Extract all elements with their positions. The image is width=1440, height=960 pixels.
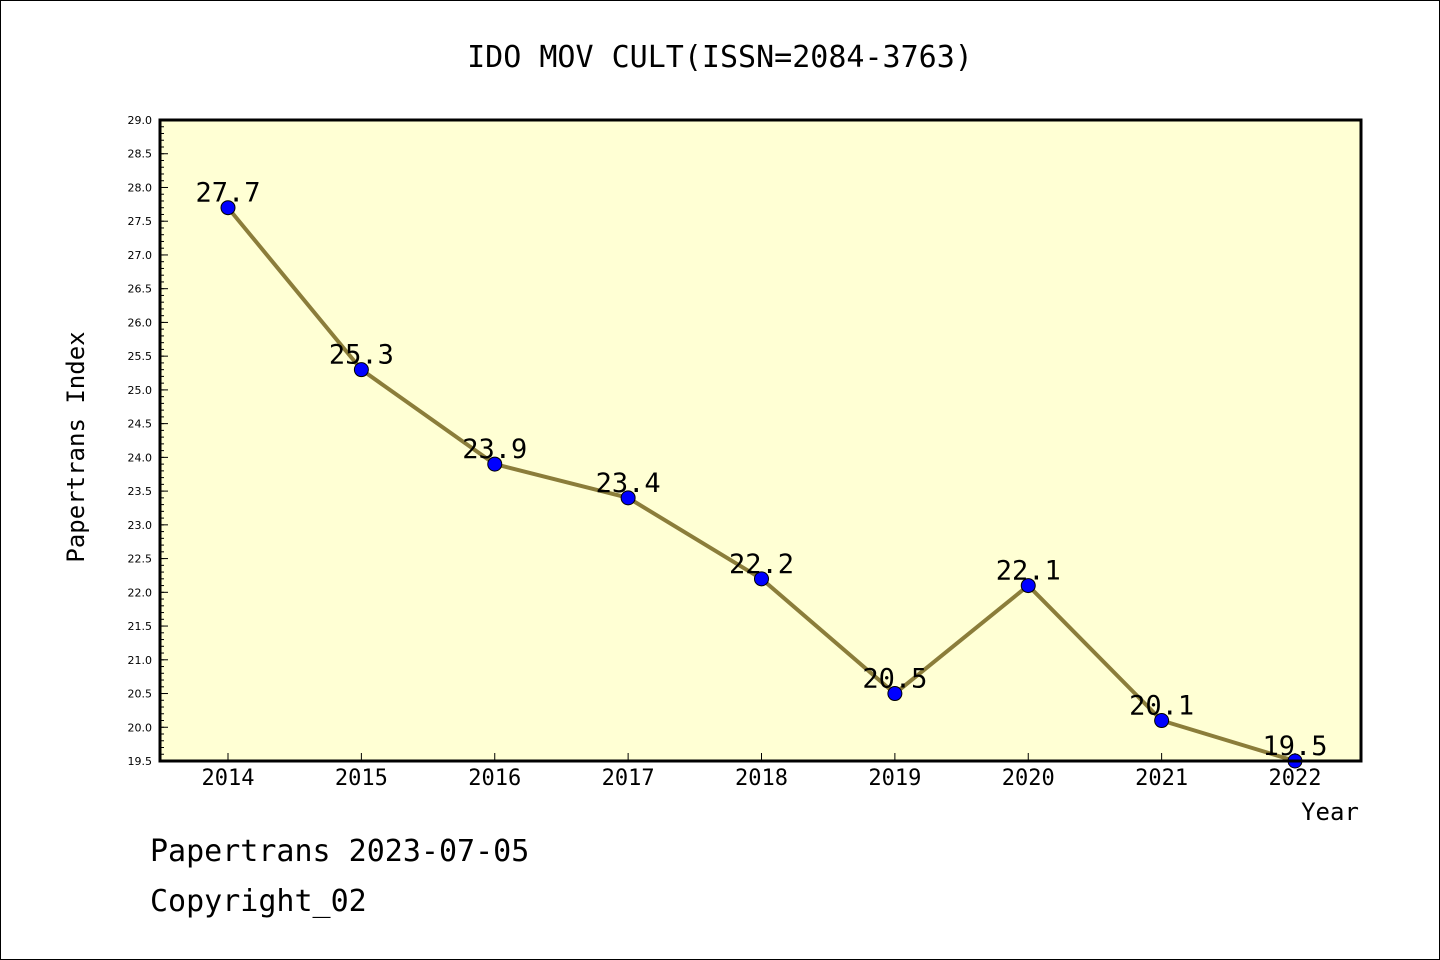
- data-label: 23.9: [462, 434, 527, 465]
- x-tick-label: 2017: [602, 766, 655, 791]
- y-tick-label: 21.0: [128, 654, 153, 667]
- x-tick-label: 2019: [868, 766, 921, 791]
- x-tick-label: 2015: [335, 766, 388, 791]
- x-tick-label: 2016: [468, 766, 521, 791]
- data-point: [1154, 713, 1170, 729]
- x-tick-label: 2021: [1135, 766, 1188, 791]
- y-tick-label: 24.0: [128, 451, 153, 464]
- y-tick-label: 25.5: [128, 350, 153, 363]
- y-axis-label: Papertrans Index: [62, 331, 90, 562]
- y-tick-label: 23.5: [128, 485, 153, 498]
- y-tick-label: 29.0: [128, 114, 153, 127]
- x-tick-label: 2020: [1002, 766, 1055, 791]
- x-tick-label: 2022: [1269, 766, 1322, 791]
- y-tick-label: 26.5: [128, 283, 153, 296]
- y-tick-label: 26.0: [128, 316, 153, 329]
- y-tick-label: 23.0: [128, 519, 153, 532]
- data-label: 22.2: [729, 549, 794, 580]
- x-axis-label: Year: [1301, 798, 1359, 826]
- data-point: [754, 571, 769, 587]
- data-point: [887, 686, 903, 702]
- data-label: 27.7: [195, 178, 260, 209]
- y-tick-label: 19.5: [128, 755, 153, 768]
- footer-date: Papertrans 2023-07-05: [150, 834, 530, 869]
- y-tick-label: 21.5: [128, 620, 153, 633]
- data-label: 23.4: [596, 468, 661, 499]
- data-point: [620, 490, 636, 506]
- y-tick-label: 27.0: [128, 249, 153, 262]
- y-tick-label: 22.0: [128, 586, 153, 599]
- data-point: [487, 456, 503, 472]
- y-tick-label: 25.0: [128, 384, 153, 397]
- data-label: 20.5: [862, 664, 927, 695]
- data-point: [220, 200, 236, 216]
- y-tick-label: 20.5: [128, 688, 153, 701]
- data-labels: 27.7 25.3 23.9 23.4 22.2 20.5 22.1 20.1 19.5: [195, 178, 1327, 762]
- x-tick-label: 2018: [735, 766, 788, 791]
- y-tick-label: 28.0: [128, 181, 153, 194]
- y-tick-label: 28.5: [128, 148, 153, 161]
- y-tick-label: 22.5: [128, 553, 153, 566]
- chart-title: IDO MOV CULT(ISSN=2084-3763): [467, 40, 973, 75]
- data-label: 22.1: [996, 556, 1061, 587]
- data-label: 20.1: [1129, 691, 1194, 722]
- footer-copyright: Copyright_02: [150, 884, 367, 919]
- y-tick-label: 24.5: [128, 418, 153, 431]
- data-point: [353, 362, 369, 378]
- data-point: [1020, 578, 1036, 594]
- data-label: 19.5: [1262, 731, 1327, 762]
- y-tick-label: 20.0: [128, 721, 153, 734]
- y-tick-label: 27.5: [128, 215, 153, 228]
- plot-border: [158, 118, 1363, 763]
- plot-area: [160, 120, 1361, 761]
- x-tick-label: 2014: [202, 766, 255, 791]
- data-label: 25.3: [329, 340, 394, 371]
